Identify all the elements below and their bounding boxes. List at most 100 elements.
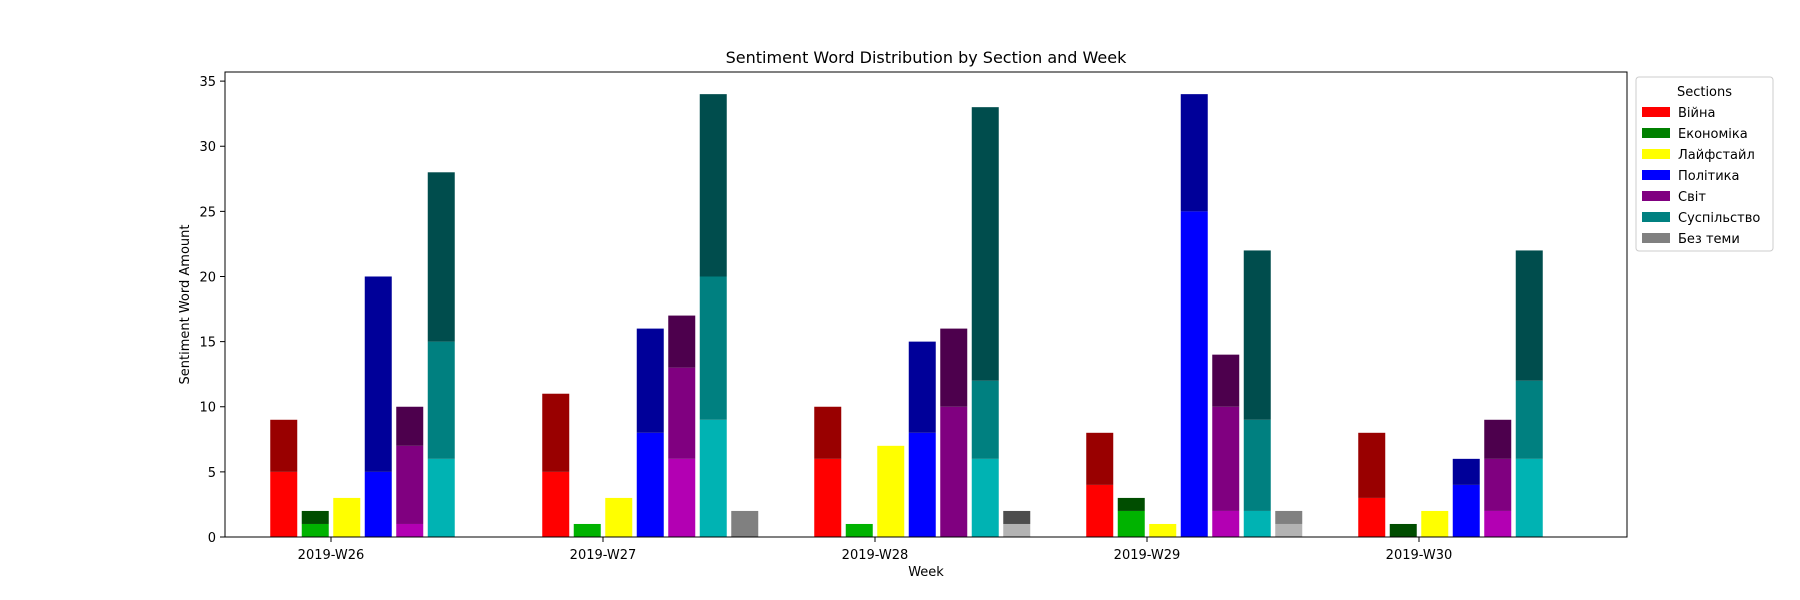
x-axis: 2019-W26 2019-W27 2019-W28 2019-W29 2019-W30 <box>298 537 1453 563</box>
bar-segment <box>270 419 298 472</box>
bar-segment <box>270 471 298 537</box>
x-tick-label: 2019-W30 <box>1386 548 1453 563</box>
y-tick-label: 10 <box>199 401 216 416</box>
bar-segment <box>1212 406 1240 511</box>
y-axis-label: Sentiment Word Amount <box>178 225 193 385</box>
bar-segment <box>1117 497 1145 511</box>
bar-segment <box>699 94 727 277</box>
x-axis-label: Week <box>908 565 944 580</box>
bar-segment <box>1086 432 1114 485</box>
bar-segment <box>1275 523 1303 537</box>
bar-segment <box>1358 497 1386 537</box>
bar-segment <box>1243 419 1271 511</box>
bar-segment <box>1149 523 1177 537</box>
bar-segment <box>1180 211 1208 537</box>
chart-title: Sentiment Word Distribution by Section a… <box>726 48 1127 67</box>
y-tick-label: 35 <box>199 75 216 90</box>
bar-segment <box>699 276 727 420</box>
bar-segment <box>668 367 696 459</box>
legend-label: Лайфстайл <box>1678 148 1755 163</box>
bar-segment <box>1003 523 1031 537</box>
bar-segment <box>1515 250 1543 381</box>
bar-segment <box>573 523 601 537</box>
bar-segment <box>1421 510 1449 537</box>
bar-segment <box>1086 484 1114 537</box>
bar-segment <box>1515 458 1543 537</box>
bar-segment <box>668 315 696 368</box>
bar-segment <box>427 341 455 459</box>
bar-segment <box>1212 510 1240 537</box>
bar-segment <box>396 523 424 537</box>
legend-swatch <box>1642 170 1670 180</box>
legend-swatch <box>1642 233 1670 243</box>
bar-segment <box>1484 419 1512 459</box>
y-tick-label: 15 <box>199 336 216 351</box>
bar-segment <box>1484 458 1512 511</box>
bar-segment <box>636 432 664 537</box>
legend-swatch <box>1642 107 1670 117</box>
bar-segment <box>301 510 329 524</box>
bar-segment <box>1117 510 1145 537</box>
bar-segment <box>971 458 999 537</box>
legend-swatch <box>1642 212 1670 222</box>
bar-segment <box>427 458 455 537</box>
bar-segment <box>1452 484 1480 537</box>
bar-segment <box>1180 94 1208 212</box>
bar-segment <box>542 471 570 537</box>
bar-segment <box>971 380 999 459</box>
bar-segment <box>301 523 329 537</box>
bar-segment <box>542 393 570 472</box>
bar-segment <box>364 471 392 537</box>
bar-segment <box>845 523 873 537</box>
legend-label: Без теми <box>1678 232 1740 247</box>
y-tick-label: 0 <box>208 531 216 546</box>
legend-swatch <box>1642 149 1670 159</box>
bar-segment <box>396 445 424 524</box>
bar-segment <box>1515 380 1543 459</box>
bar-segment <box>814 406 842 459</box>
legend-label: Світ <box>1678 190 1706 205</box>
bar-segment <box>940 328 968 407</box>
legend: Sections Війна Економіка Лайфстайл Політика… <box>1635 76 1774 252</box>
bar-segment <box>1452 458 1480 485</box>
bar-segment <box>731 510 759 537</box>
bars-layer <box>270 94 1543 537</box>
x-tick-label: 2019-W26 <box>298 548 365 563</box>
legend-swatch <box>1642 191 1670 201</box>
bar-segment <box>1243 250 1271 420</box>
legend-label: Політика <box>1678 169 1740 184</box>
bar-segment <box>333 497 361 537</box>
plot-area-frame <box>224 71 1628 538</box>
bar-segment <box>908 432 936 537</box>
bar-segment <box>1003 510 1031 524</box>
bar-segment <box>1275 510 1303 524</box>
legend-label: Економіка <box>1678 127 1748 142</box>
y-axis: 0 5 10 15 20 25 30 35 <box>199 75 225 546</box>
y-tick-label: 5 <box>208 466 216 481</box>
y-tick-label: 20 <box>199 270 216 285</box>
bar-segment <box>1484 510 1512 537</box>
x-tick-label: 2019-W28 <box>842 548 909 563</box>
bar-segment <box>668 458 696 537</box>
bar-segment <box>605 497 633 537</box>
bar-segment <box>814 458 842 537</box>
legend-label: Суспільство <box>1678 211 1760 226</box>
bar-segment <box>427 172 455 342</box>
bar-segment <box>636 328 664 433</box>
y-tick-label: 25 <box>199 205 216 220</box>
bar-segment <box>1389 523 1417 537</box>
legend-swatch <box>1642 128 1670 138</box>
bar-segment <box>908 341 936 433</box>
bar-segment <box>1243 510 1271 537</box>
bar-segment <box>1358 432 1386 498</box>
y-tick-label: 30 <box>199 140 216 155</box>
bar-segment <box>396 406 424 446</box>
x-tick-label: 2019-W27 <box>570 548 637 563</box>
legend-label: Війна <box>1678 106 1715 121</box>
bar-segment <box>971 107 999 381</box>
bar-segment <box>364 276 392 472</box>
bar-segment <box>877 445 905 537</box>
bar-segment <box>940 406 968 537</box>
legend-title: Sections <box>1677 85 1732 100</box>
